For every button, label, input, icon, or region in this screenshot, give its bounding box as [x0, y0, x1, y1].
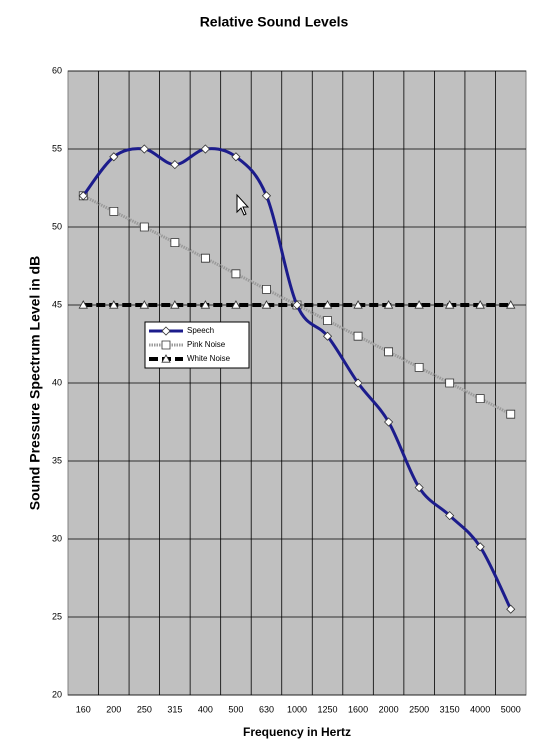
- marker-square: [262, 284, 271, 294]
- marker-triangle: [322, 300, 333, 309]
- marker-diamond: [261, 191, 272, 201]
- y-tick-label: 60: [52, 65, 62, 75]
- marker-triangle: [109, 300, 119, 309]
- marker-square: [414, 362, 424, 372]
- marker-triangle: [261, 300, 272, 309]
- y-tick-label: 45: [52, 299, 62, 309]
- marker-diamond: [475, 542, 485, 552]
- marker-square: [161, 340, 171, 350]
- marker-diamond: [78, 191, 88, 201]
- y-tick-label: 30: [52, 533, 62, 543]
- marker-triangle: [139, 300, 150, 309]
- marker-triangle: [170, 300, 180, 309]
- marker-diamond: [139, 144, 149, 154]
- marker-diamond: [445, 511, 455, 521]
- marker-diamond: [109, 152, 119, 162]
- x-tick-label: 160: [76, 704, 91, 714]
- marker-triangle: [78, 300, 88, 309]
- y-axis-title: Sound Pressure Spectrum Level in dB: [27, 256, 43, 510]
- marker-diamond: [231, 152, 241, 162]
- x-tick-label: 1250: [318, 704, 338, 714]
- marker-triangle: [475, 300, 485, 309]
- marker-square: [445, 378, 455, 388]
- marker-triangle: [353, 300, 363, 309]
- x-tick-label: 5000: [501, 704, 521, 714]
- y-tick-label: 35: [52, 455, 62, 465]
- marker-square: [231, 269, 241, 279]
- marker-diamond: [170, 160, 180, 170]
- marker-triangle: [161, 354, 171, 363]
- x-tick-label: 250: [137, 704, 152, 714]
- mouse-cursor: [236, 193, 250, 216]
- chart-title: Relative Sound Levels: [200, 14, 349, 30]
- x-tick-label: 1000: [287, 704, 307, 714]
- marker-triangle: [383, 300, 394, 309]
- y-tick-label: 40: [52, 377, 62, 387]
- marker-diamond: [414, 482, 424, 493]
- marker-square: [323, 316, 332, 326]
- x-tick-label: 400: [198, 704, 213, 714]
- x-tick-label: 4000: [470, 704, 490, 714]
- y-tick-label: 55: [52, 143, 62, 153]
- marker-square: [353, 331, 363, 341]
- marker-square: [506, 409, 516, 419]
- marker-square: [139, 222, 149, 232]
- marker-square: [200, 253, 210, 263]
- x-tick-label: 2000: [379, 704, 399, 714]
- x-tick-label: 315: [167, 704, 182, 714]
- x-tick-label: 200: [106, 704, 121, 714]
- marker-triangle: [231, 300, 241, 309]
- marker-triangle: [200, 300, 211, 309]
- marker-triangle: [444, 300, 455, 309]
- marker-square: [384, 347, 394, 357]
- x-tick-label: 1600: [348, 704, 368, 714]
- marker-diamond: [322, 331, 333, 341]
- marker-square: [170, 238, 180, 248]
- marker-diamond: [384, 417, 394, 427]
- legend-label: Pink Noise: [187, 340, 226, 349]
- y-tick-label: 20: [52, 689, 62, 699]
- marker-diamond: [292, 300, 302, 310]
- marker-square: [109, 206, 119, 216]
- x-tick-label: 3150: [440, 704, 460, 714]
- x-tick-label: 500: [228, 704, 243, 714]
- marker-diamond: [200, 144, 210, 154]
- marker-diamond: [161, 326, 171, 336]
- y-tick-label: 50: [52, 221, 62, 231]
- legend-label: White Noise: [187, 354, 231, 363]
- marker-diamond: [506, 604, 516, 614]
- marker-square: [475, 394, 485, 404]
- marker-diamond: [353, 378, 363, 388]
- x-tick-label: 2500: [409, 704, 429, 714]
- x-tick-label: 630: [259, 704, 274, 714]
- marker-triangle: [414, 300, 424, 309]
- y-tick-label: 25: [52, 611, 62, 621]
- legend-label: Speech: [187, 326, 214, 335]
- x-axis-title: Frequency in Hertz: [243, 725, 351, 739]
- marker-triangle: [506, 300, 516, 309]
